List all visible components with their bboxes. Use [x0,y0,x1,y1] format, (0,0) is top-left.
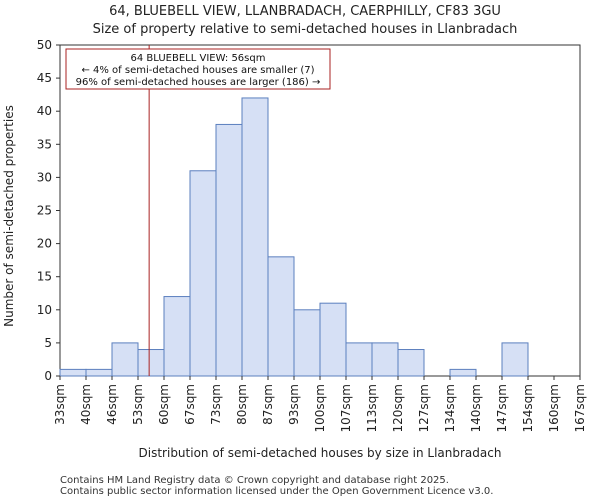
y-tick-label: 45 [37,71,52,85]
annotation-line-2: ← 4% of semi-detached houses are smaller… [81,65,314,76]
bar-67sqm [189,170,217,377]
x-tick-label: 40sqm [79,384,93,425]
x-tick-label: 100sqm [313,384,327,432]
bar-113sqm [371,342,399,377]
y-tick-label: 20 [37,237,52,251]
y-tick-label: 10 [37,303,52,317]
x-tick-label: 107sqm [339,384,353,432]
bar-53sqm [137,349,165,377]
x-tick-label: 53sqm [131,384,145,425]
bar-87sqm [267,256,295,377]
footer-line-1: Contains HM Land Registry data © Crown c… [60,475,449,486]
x-tick-label: 93sqm [287,384,301,425]
bar-93sqm [293,309,321,377]
x-tick-label: 87sqm [261,384,275,425]
x-tick-label: 127sqm [417,384,431,432]
x-axis-label: Distribution of semi-detached houses by … [139,446,502,460]
bar-60sqm [163,296,191,377]
y-tick-label: 25 [37,204,52,218]
y-tick-label: 50 [37,38,52,52]
x-tick-label: 33sqm [53,384,67,425]
bar-40sqm [85,368,113,377]
bar-100sqm [319,302,347,377]
y-tick-label: 30 [37,170,52,184]
bar-134sqm [449,368,477,377]
x-tick-label: 120sqm [391,384,405,432]
bar-80sqm [241,97,269,377]
bar-46sqm [111,342,139,377]
x-tick-label: 60sqm [157,384,171,425]
x-tick-label: 73sqm [209,384,223,425]
x-tick-label: 113sqm [365,384,379,432]
y-tick-label: 0 [44,369,52,383]
x-tick-label: 140sqm [469,384,483,432]
y-tick-label: 5 [44,336,52,350]
bar-147sqm [501,342,529,377]
x-tick-label: 160sqm [547,384,561,432]
x-axis-ticks: 33sqm 40sqm 46sqm 53sqm 60sqm 67sqm 73sqm 80sqm… [53,376,587,432]
chart-subtitle: Size of property relative to semi-detach… [93,22,518,37]
y-tick-label: 15 [37,270,52,284]
x-tick-label: 67sqm [183,384,197,425]
annotation-line-1: 64 BLUEBELL VIEW: 56sqm [131,53,266,64]
bar-107sqm [345,342,373,377]
chart-title: 64, BLUEBELL VIEW, LLANBRADACH, CAERPHIL… [109,4,501,19]
bar-73sqm [215,123,243,377]
x-tick-label: 154sqm [521,384,535,432]
footer-line-2: Contains public sector information licen… [60,486,493,497]
x-tick-label: 134sqm [443,384,457,432]
x-tick-label: 147sqm [495,384,509,432]
y-tick-label: 35 [37,137,52,151]
y-tick-label: 40 [37,104,52,118]
bars-group [59,97,529,377]
bar-33sqm [59,368,87,377]
x-tick-label: 167sqm [573,384,587,432]
y-axis-label: Number of semi-detached properties [2,105,16,327]
bar-120sqm [397,349,425,377]
x-tick-label: 46sqm [105,384,119,425]
annotation-box: 64 BLUEBELL VIEW: 56sqm ← 4% of semi-det… [65,48,331,90]
annotation-line-3: 96% of semi-detached houses are larger (… [76,77,321,88]
y-axis-ticks: 0 5 10 15 20 25 30 35 40 45 50 [37,38,60,383]
x-tick-label: 80sqm [235,384,249,425]
